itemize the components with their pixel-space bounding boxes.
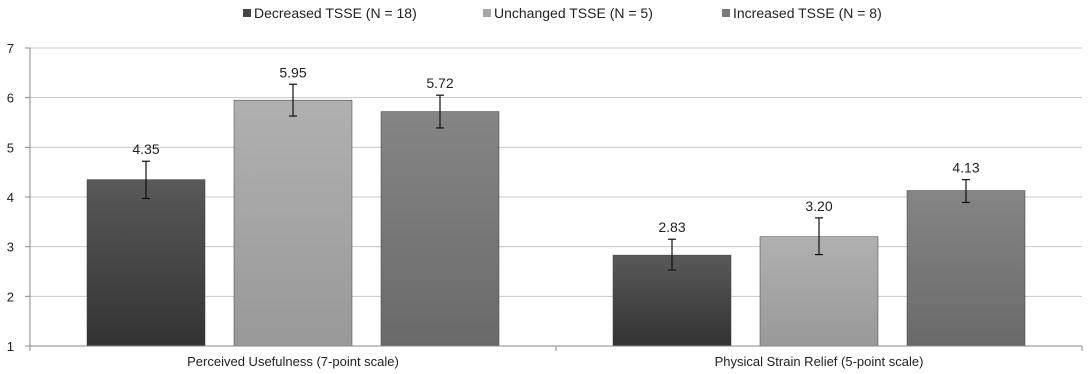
legend-swatch [722, 9, 730, 17]
data-label: 3.20 [805, 198, 832, 214]
x-category-label: Perceived Usefulness (7-point scale) [187, 354, 399, 369]
bars: 4.35 5.95 5.72 2.83 3.20 4.13 [86, 64, 1026, 347]
y-tick-label: 4 [7, 190, 14, 205]
bar [906, 190, 1026, 347]
y-tick-label: 6 [7, 91, 14, 106]
legend-label: Unchanged TSSE (N = 5) [494, 5, 653, 21]
legend-label: Decreased TSSE (N = 18) [254, 5, 417, 21]
data-label: 4.13 [952, 160, 979, 176]
legend: Decreased TSSE (N = 18) Unchanged TSSE (N… [243, 5, 882, 21]
data-label: 5.95 [279, 64, 306, 80]
x-axis: Perceived Usefulness (7-point scale) Phys… [29, 345, 1083, 369]
gridlines [30, 47, 1082, 297]
data-label: 5.72 [426, 75, 453, 91]
y-axis: 1 2 3 4 5 6 7 [7, 41, 31, 354]
y-tick-label: 7 [7, 41, 14, 56]
y-tick-label: 3 [7, 240, 14, 255]
bar [233, 99, 353, 347]
data-label: 2.83 [658, 219, 685, 235]
data-label: 4.35 [132, 141, 159, 157]
y-tick-label: 1 [7, 339, 14, 354]
bar [380, 111, 500, 347]
legend-label: Increased TSSE (N = 8) [733, 5, 882, 21]
y-tick-label: 5 [7, 140, 14, 155]
x-category-label: Physical Strain Relief (5-point scale) [715, 354, 924, 369]
bar [86, 179, 206, 347]
legend-swatch [483, 9, 491, 17]
y-tick-label: 2 [7, 289, 14, 304]
legend-swatch [243, 9, 251, 17]
